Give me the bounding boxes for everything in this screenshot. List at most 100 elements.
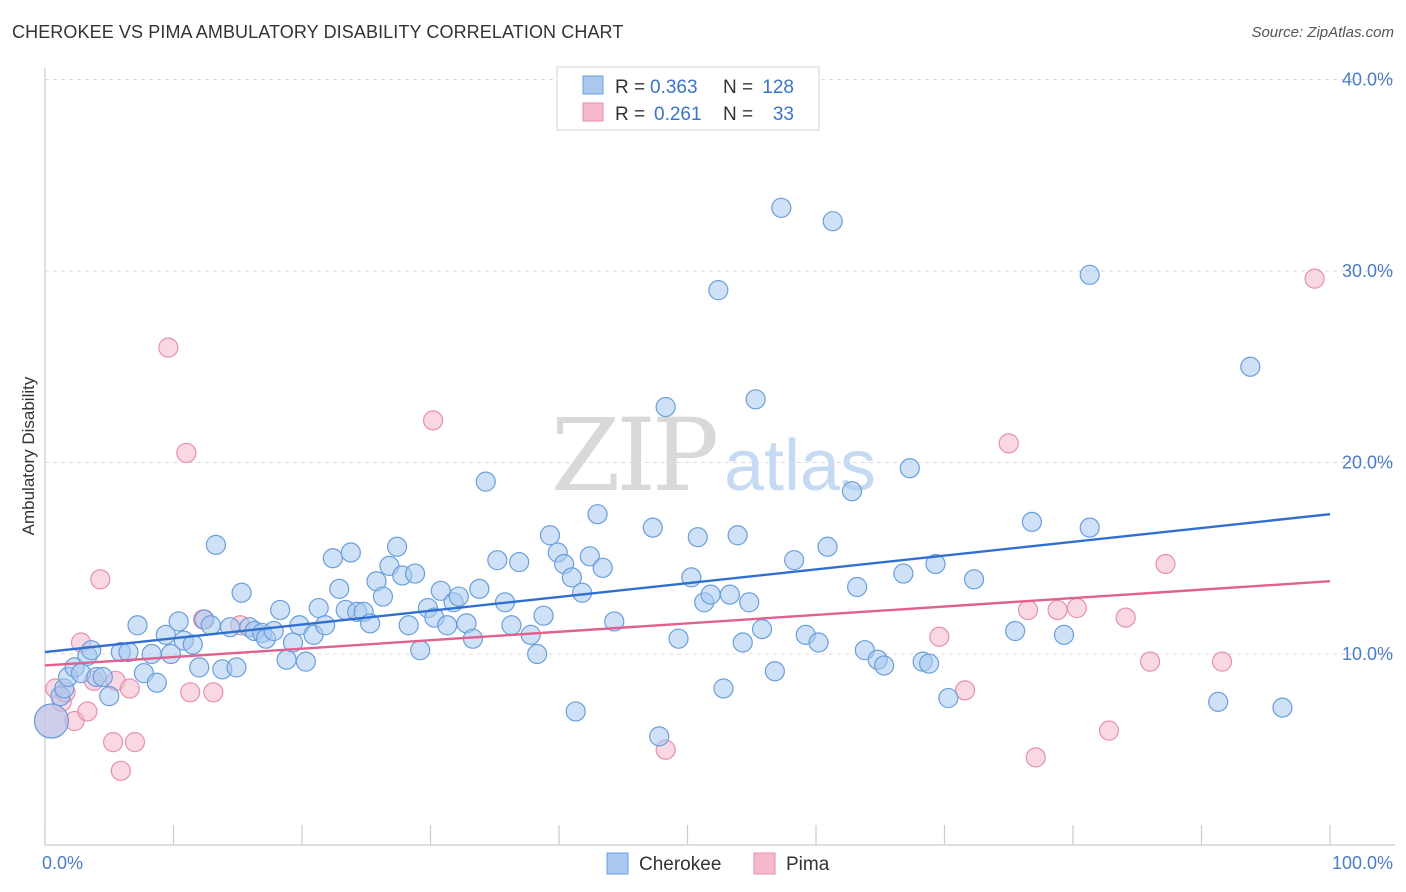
cherokee-point [700, 584, 721, 605]
cherokee-series [33, 197, 1293, 747]
pima-point [77, 701, 98, 722]
y-axis-title: Ambulatory Disability [19, 376, 38, 535]
pima-point [954, 680, 976, 701]
cherokee-point [509, 551, 530, 573]
legend-r-value-pima: 0.261 [654, 104, 702, 125]
cherokee-point [398, 615, 419, 636]
cherokee-point [189, 657, 210, 678]
cherokee-point [386, 536, 408, 557]
y-tick-label-30: 30.0% [1342, 261, 1393, 281]
cherokee-point [649, 726, 670, 747]
cherokee-point [33, 703, 70, 739]
pima-point [1211, 651, 1233, 672]
pima-point [998, 433, 1019, 454]
cherokee-point [146, 672, 167, 693]
grid-lines [45, 79, 1395, 655]
cherokee-point [751, 619, 773, 640]
cherokee-point [938, 687, 959, 709]
cherokee-point [410, 640, 431, 661]
legend-n-label-pima: N = [723, 104, 753, 125]
watermark-zip: ZIP [551, 397, 716, 514]
legend-box: R = 0.363 N = 128 R = 0.261 N = 33 [556, 66, 820, 131]
bottom-legend-pima-swatch [753, 852, 776, 875]
cherokee-point [92, 666, 113, 688]
cherokee-point [372, 586, 394, 607]
pima-point [103, 731, 124, 753]
cherokee-point [295, 651, 316, 672]
pima-trend-line [44, 580, 1331, 667]
cherokee-point [81, 640, 102, 661]
legend-pima-swatch [582, 102, 604, 122]
cherokee-point [501, 615, 522, 636]
cherokee-point [231, 582, 252, 603]
cherokee-point [168, 611, 189, 632]
cherokee-point [205, 534, 227, 555]
cherokee-point [713, 678, 734, 699]
source-label: Source: ZipAtlas.com [1251, 24, 1394, 41]
x-tick-label-max: 100.0% [1332, 853, 1393, 873]
cherokee-point [808, 632, 829, 653]
cherokee-point [315, 615, 336, 636]
legend-n-value-cherokee: 128 [762, 77, 794, 98]
cherokee-trend-line [44, 513, 1331, 654]
cherokee-point [822, 211, 843, 232]
pima-series [33, 268, 1325, 781]
cherokee-point [308, 597, 329, 619]
cherokee-point [719, 584, 741, 605]
pima-point [1047, 599, 1068, 621]
cherokee-point [127, 615, 148, 636]
cherokee-point [270, 599, 291, 621]
pima-point [1025, 747, 1046, 768]
bottom-legend-cherokee-swatch [606, 852, 629, 875]
cherokee-point [469, 578, 490, 599]
legend-n-value-pima: 33 [773, 104, 794, 125]
pima-point [1017, 599, 1039, 621]
legend-r-value-cherokee: 0.363 [650, 77, 698, 98]
axes [44, 68, 1395, 846]
legend-cherokee-swatch [582, 75, 604, 95]
cherokee-point [565, 701, 586, 722]
chart-title: CHEROKEE VS PIMA AMBULATORY DISABILITY C… [12, 22, 624, 42]
cherokee-point [475, 471, 496, 492]
y-tick-label-40: 40.0% [1342, 70, 1393, 90]
cherokee-point [226, 657, 247, 678]
cherokee-point [708, 280, 729, 301]
cherokee-point [404, 563, 426, 584]
cherokee-point [340, 542, 361, 563]
legend-n-label-cherokee: N = [723, 77, 753, 98]
cherokee-point [141, 643, 162, 665]
tick-labels: 10.0% 20.0% 30.0% 40.0% 0.0% 100.0% [42, 70, 1393, 874]
cherokee-point [784, 550, 805, 571]
cherokee-point [668, 628, 689, 649]
cherokee-point [764, 661, 785, 682]
legend-r-label-cherokee: R = [615, 77, 645, 98]
cherokee-point [587, 504, 608, 525]
cherokee-point [437, 615, 458, 636]
cherokee-point [533, 605, 554, 626]
cherokee-point [732, 632, 753, 653]
pima-point [180, 682, 201, 703]
pima-point [1115, 607, 1136, 628]
cherokee-point [847, 576, 868, 598]
y-tick-label-20: 20.0% [1342, 453, 1393, 473]
cherokee-point [1272, 697, 1293, 718]
cherokee-point [899, 458, 920, 479]
pima-point [1098, 720, 1120, 741]
bottom-legend: Cherokee Pima [606, 852, 830, 875]
cherokee-point [329, 578, 350, 599]
pima-point [1155, 553, 1176, 575]
cherokee-point [160, 643, 182, 665]
cherokee-point [527, 643, 548, 665]
cherokee-point [561, 567, 582, 588]
cherokee-point [1021, 511, 1042, 532]
cherokee-point [925, 553, 946, 575]
cherokee-point [841, 481, 863, 502]
cherokee-point [1208, 691, 1229, 712]
pima-point [929, 626, 950, 647]
pima-point [1066, 597, 1087, 619]
pima-point [176, 442, 197, 464]
cherokee-point [739, 592, 760, 613]
cherokee-point [771, 197, 792, 218]
cherokee-point [918, 653, 940, 674]
